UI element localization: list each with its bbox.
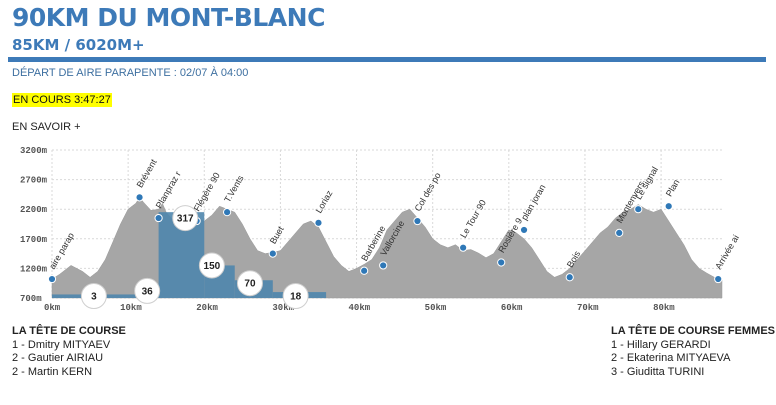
leader-row[interactable]: 1 - Dmitry MITYAEV bbox=[12, 338, 111, 351]
leaders-men-title: LA TÊTE DE COURSE bbox=[12, 325, 126, 337]
waypoint-marker[interactable] bbox=[314, 218, 323, 227]
race-status-badge: EN COURS 3:47:27 bbox=[12, 93, 112, 107]
waypoint-label: Col des po bbox=[413, 171, 443, 213]
runner-count-bubble[interactable] bbox=[282, 283, 309, 309]
x-tick-label: 10km bbox=[120, 303, 142, 313]
waypoint-label: Buet bbox=[268, 224, 286, 245]
waypoint-label: Flégère 90 bbox=[192, 171, 222, 213]
leader-row[interactable]: 2 - Martin KERN bbox=[12, 365, 93, 378]
waypoint-marker[interactable] bbox=[664, 202, 673, 211]
runner-count-label: 317 bbox=[177, 214, 194, 225]
y-tick-label: 1700m bbox=[20, 235, 48, 245]
waypoint-label: T.Vents bbox=[222, 173, 246, 204]
waypoint-marker[interactable] bbox=[379, 261, 388, 270]
waypoint-marker[interactable] bbox=[360, 266, 369, 275]
leaders-women-panel: LA TÊTE DE COURSE FEMMES 1 - Hillary GER… bbox=[611, 325, 775, 379]
waypoint-marker[interactable] bbox=[497, 258, 506, 267]
x-tick-label: 50km bbox=[425, 303, 447, 313]
y-tick-label: 2200m bbox=[20, 205, 48, 215]
x-tick-label: 80km bbox=[653, 303, 675, 313]
x-tick-label: 30km bbox=[272, 303, 294, 313]
leaders-men-panel: LA TÊTE DE COURSE 1 - Dmitry MITYAEV 2 -… bbox=[12, 325, 126, 379]
runner-count-label: 70 bbox=[244, 279, 256, 290]
more-info-link[interactable]: EN SAVOIR + bbox=[12, 121, 81, 133]
waypoint-marker[interactable] bbox=[154, 213, 163, 223]
leader-row[interactable]: 2 - Ekaterina MITYAEVA bbox=[611, 352, 731, 364]
y-tick-label: 2700m bbox=[20, 176, 48, 186]
leader-row[interactable]: 2 - Gautier AIRIAU bbox=[12, 352, 104, 364]
race-subtitle: 85KM / 6020M+ bbox=[12, 36, 145, 54]
x-tick-label: 0km bbox=[44, 303, 61, 313]
leader-row[interactable]: 3 - Giuditta TURINI bbox=[611, 365, 705, 378]
waypoint-label: Loriaz bbox=[314, 188, 335, 215]
y-tick-label: 1200m bbox=[20, 264, 48, 274]
waypoint-marker[interactable] bbox=[223, 208, 232, 217]
waypoint-label: Plan bbox=[664, 178, 682, 199]
runner-count-bubble[interactable] bbox=[236, 270, 263, 297]
leaders-women-title: LA TÊTE DE COURSE FEMMES bbox=[611, 325, 775, 337]
waypoint-marker[interactable] bbox=[268, 249, 277, 258]
waypoint-marker[interactable] bbox=[47, 274, 57, 284]
elevation-profile-chart: 700m 1200m 1700m 2200m 2700m 3200m 0km 10km 20km… bbox=[20, 146, 741, 313]
x-tick-label: 40km bbox=[349, 303, 371, 313]
waypoint-label: Planpraz r bbox=[154, 170, 183, 211]
waypoint-marker[interactable] bbox=[413, 216, 422, 226]
waypoint-label: Brévent bbox=[135, 157, 159, 189]
runner-count-bubble[interactable] bbox=[172, 205, 199, 232]
runner-count-label: 3 bbox=[91, 292, 97, 303]
y-tick-label: 3200m bbox=[20, 146, 48, 156]
waypoint-marker[interactable] bbox=[634, 205, 643, 214]
runner-count-bubble[interactable] bbox=[198, 252, 225, 279]
header-divider bbox=[8, 57, 766, 62]
waypoint-marker[interactable] bbox=[615, 228, 624, 237]
waypoint-label: aire parap bbox=[47, 231, 76, 271]
start-info: DÉPART DE AIRE PARAPENTE : 02/07 À 04:00 bbox=[12, 67, 249, 79]
runner-count-label: 36 bbox=[142, 286, 154, 297]
waypoint-marker[interactable] bbox=[135, 193, 144, 202]
runner-count-label: 150 bbox=[204, 261, 221, 272]
race-title: 90KM DU MONT-BLANC bbox=[12, 3, 325, 32]
waypoint-marker[interactable] bbox=[714, 274, 723, 284]
x-tick-label: 70km bbox=[577, 303, 599, 313]
leader-row[interactable]: 1 - Hillary GERARDI bbox=[611, 338, 711, 351]
waypoint-label: plan joran bbox=[519, 183, 547, 222]
runner-count-bubble[interactable] bbox=[134, 277, 161, 304]
runner-count-label: 18 bbox=[290, 292, 302, 303]
x-tick-label: 20km bbox=[196, 303, 218, 313]
runner-count-bubble[interactable] bbox=[80, 283, 107, 309]
waypoint-marker[interactable] bbox=[459, 243, 468, 252]
waypoint-label: Le Tour 90 bbox=[458, 198, 488, 240]
waypoint-marker[interactable] bbox=[519, 225, 529, 235]
waypoint-marker[interactable] bbox=[565, 273, 574, 282]
y-tick-label: 700m bbox=[20, 294, 42, 304]
x-tick-label: 60km bbox=[501, 303, 523, 313]
